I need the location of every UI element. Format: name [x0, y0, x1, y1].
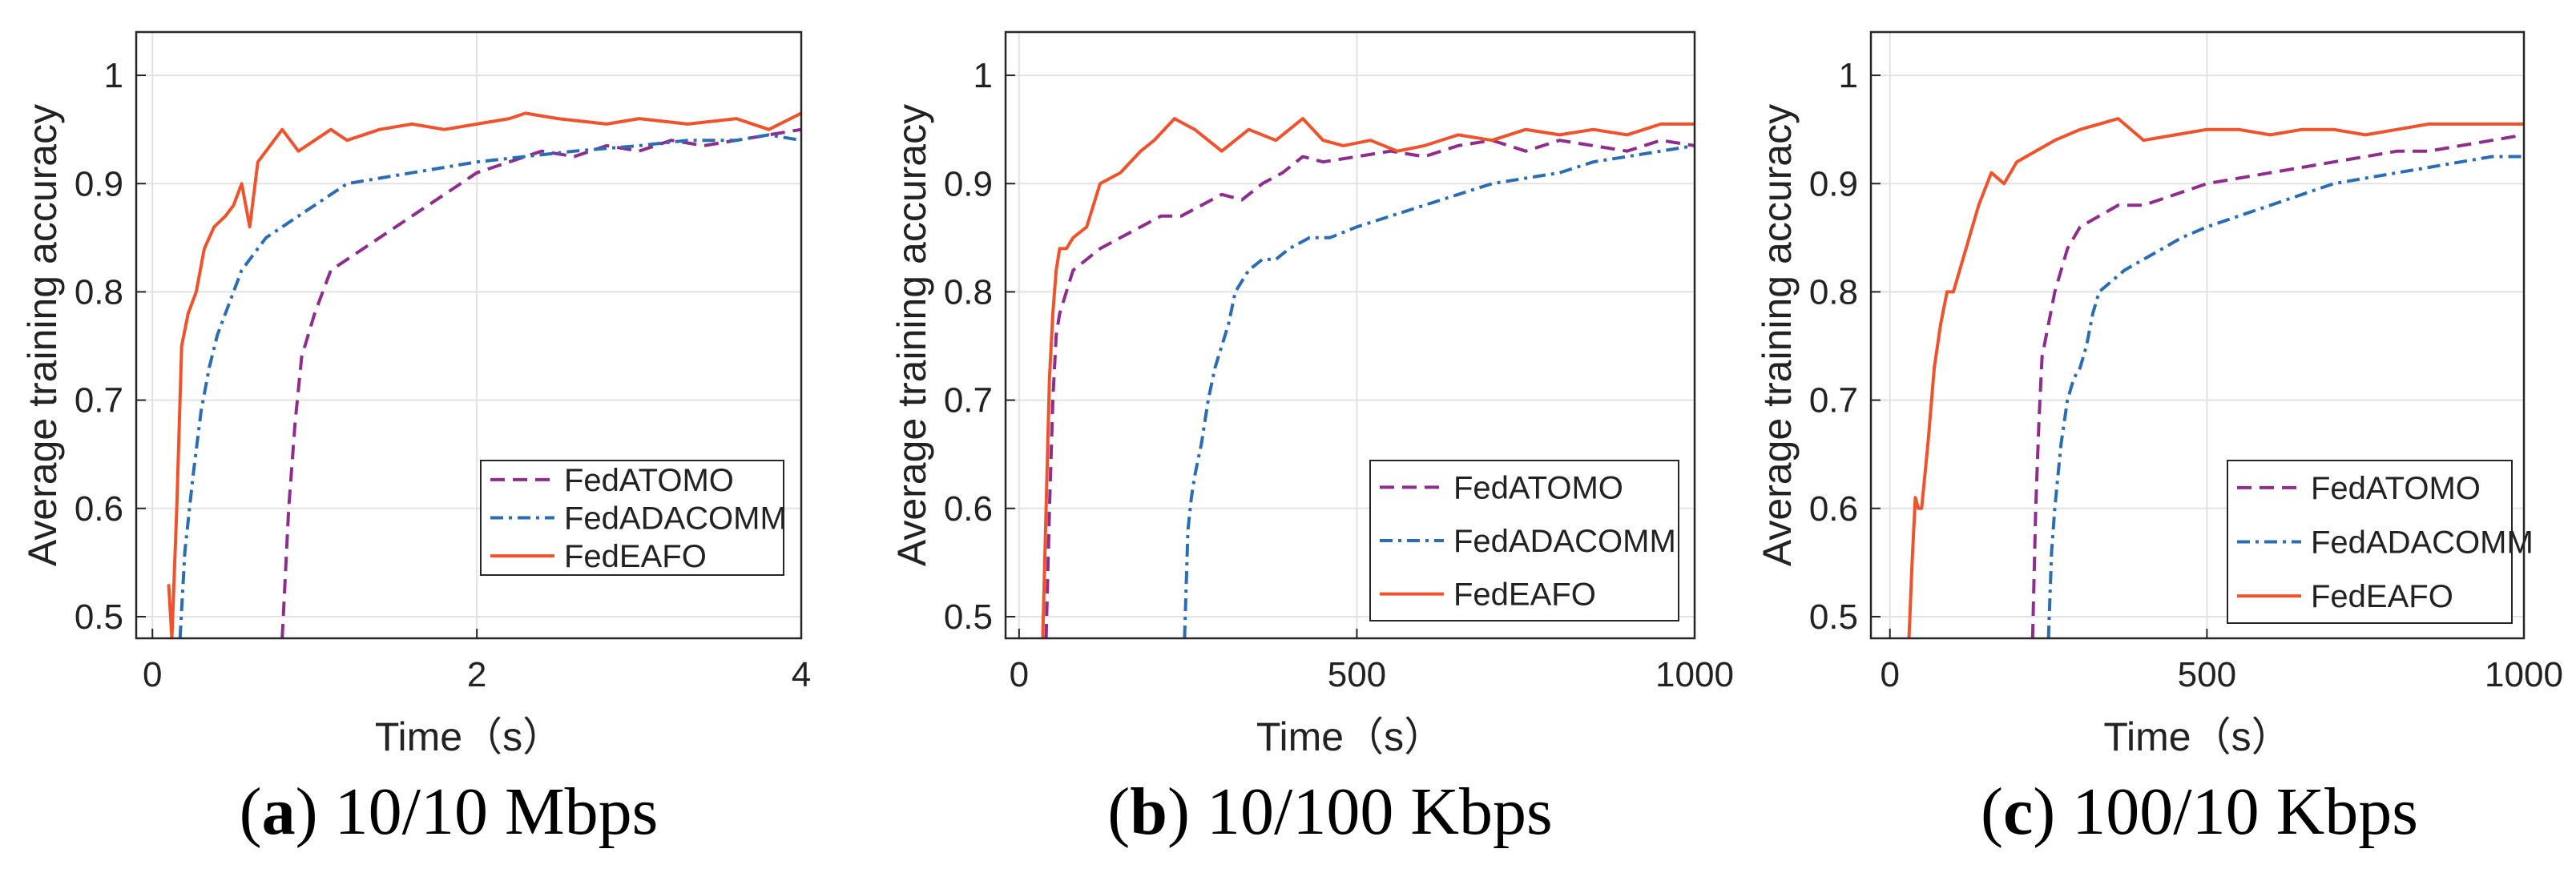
y-tick-label: 0.9: [944, 164, 993, 203]
y-tick-label: 0.7: [1809, 381, 1858, 420]
legend: FedATOMO FedADACOMM FedEAFO: [1369, 460, 1679, 621]
x-tick-label: 2: [467, 655, 486, 694]
series-line-fedadacomm: [178, 133, 801, 638]
y-tick-label: 0.5: [1809, 597, 1858, 637]
legend: FedATOMO FedADACOMM FedEAFO: [2227, 460, 2534, 624]
caption-c: (c) 100/10 Kbps: [1981, 774, 2418, 849]
x-tick-label: 1000: [1655, 655, 1734, 694]
plot-frame: [1869, 30, 2526, 640]
x-tick-label: 0: [1010, 655, 1029, 694]
series-line-fedadacomm: [1183, 143, 1695, 638]
plot-frame: [1004, 30, 1696, 640]
x-tick-label: 500: [1328, 655, 1386, 694]
y-tick-label: 0.5: [75, 597, 123, 637]
y-tick-label: 1: [1839, 56, 1858, 95]
x-tick-label: 500: [2178, 655, 2236, 694]
caption-a: (a) 10/10 Mbps: [239, 774, 659, 849]
series-line-fedadacomm: [2046, 155, 2524, 638]
y-axis-label: Average training accuracy: [1755, 104, 1800, 566]
y-tick-label: 0.9: [1809, 164, 1858, 203]
y-axis-label: Average training accuracy: [889, 104, 934, 566]
y-tick-label: 0.5: [944, 597, 993, 637]
legend-label-fedeafo: FedEAFO: [1453, 577, 1596, 613]
legend-label-fedeafo: FedEAFO: [564, 539, 707, 574]
y-tick-label: 0.8: [944, 272, 993, 312]
y-axis-label: Average training accuracy: [20, 104, 65, 566]
y-tick-label: 0.8: [75, 272, 123, 312]
y-tick-label: 0.8: [1809, 272, 1858, 312]
legend-label-fedadacomm: FedADACOMM: [1453, 524, 1676, 559]
legend-label-fedatomo: FedATOMO: [1453, 470, 1623, 505]
series-line-fedeafo: [1907, 117, 2524, 638]
y-tick-label: 0.6: [944, 489, 993, 529]
series-line-fedeafo: [1041, 117, 1695, 638]
y-tick-label: 1: [104, 56, 123, 95]
legend-label-fedadacomm: FedADACOMM: [2311, 525, 2534, 561]
y-tick-label: 0.6: [1809, 489, 1858, 529]
chart-panel-b: 0 500 1000 0.5 0.6 0.7 0.8 0.9 1 Time（s） Average t…: [889, 30, 1734, 759]
x-axis-label: Time（s）: [375, 714, 562, 759]
series-line-fedatomo: [1044, 139, 1695, 638]
legend-label-fedeafo: FedEAFO: [2311, 579, 2453, 614]
legend-label-fedadacomm: FedADACOMM: [564, 501, 787, 537]
caption-b: (b) 10/100 Kbps: [1107, 774, 1553, 849]
x-axis-label: Time（s）: [1256, 714, 1444, 759]
legend-label-fedatomo: FedATOMO: [2311, 471, 2481, 506]
y-tick-label: 0.6: [75, 489, 123, 529]
plot-frame: [135, 30, 803, 640]
y-tick-label: 0.7: [75, 381, 123, 420]
series-line-fedatomo: [2030, 133, 2524, 638]
series-line-fedeafo: [167, 111, 801, 638]
y-tick-label: 0.7: [944, 381, 993, 420]
y-tick-label: 0.9: [75, 164, 123, 203]
x-axis-label: Time（s）: [2103, 714, 2291, 759]
x-tick-label: 0: [143, 655, 162, 694]
chart-panel-c: 0 500 1000 0.5 0.6 0.7 0.8 0.9 1 Time（s） Average t…: [1755, 30, 2563, 759]
x-tick-label: 4: [792, 655, 811, 694]
x-tick-label: 1000: [2485, 655, 2563, 694]
x-tick-label: 0: [1880, 655, 1899, 694]
chart-panel-a: 0 2 4 0.5 0.6 0.7 0.8 0.9 1 Time（s） Average traini…: [20, 30, 811, 759]
y-tick-label: 1: [974, 56, 993, 95]
legend-label-fedatomo: FedATOMO: [564, 463, 734, 498]
